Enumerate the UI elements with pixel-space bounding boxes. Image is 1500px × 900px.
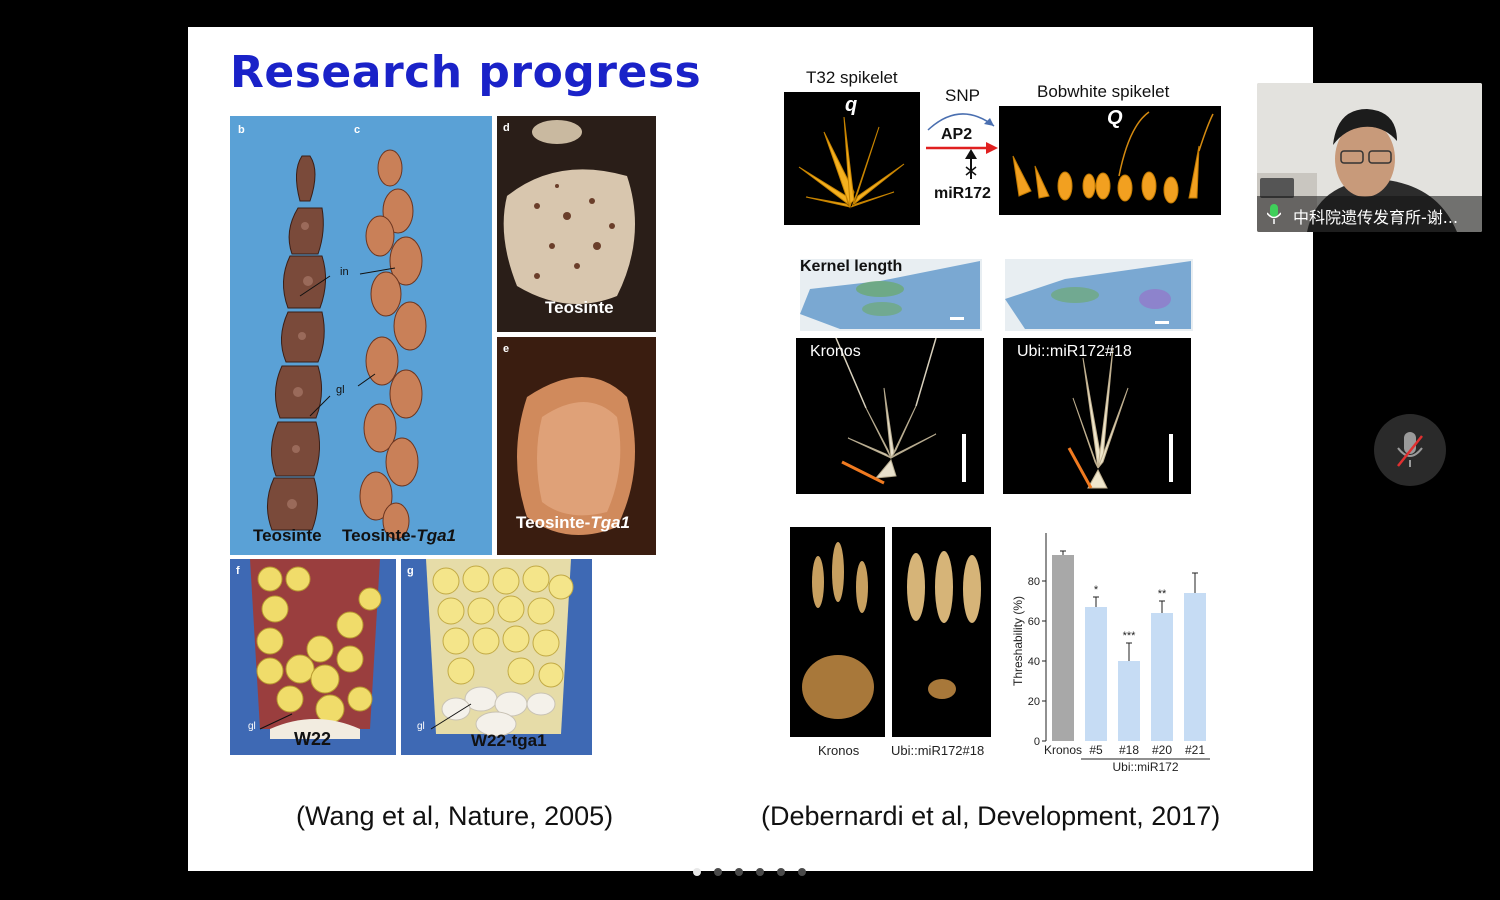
ubi-kernel-micrograph (1005, 259, 1193, 331)
webcam-tile[interactable]: 中科院遗传发育所-谢... (1257, 83, 1482, 232)
annotation-gl-g: gl (417, 721, 425, 732)
snp-label: SNP (945, 86, 980, 105)
kronos-micrograph-illustration (800, 261, 980, 329)
group-label: Ubi::miR172 (1112, 760, 1178, 771)
citation-wang: (Wang et al, Nature, 2005) (296, 801, 614, 831)
snp-arrow-diagram (926, 113, 998, 154)
panel-b-label: b (238, 124, 245, 136)
panel-e-label: e (503, 343, 510, 355)
caption-panel-e: Teosinte-Tga1 (516, 513, 630, 533)
w22-ear-illustration (250, 559, 382, 739)
x-category-label: #21 (1185, 743, 1205, 757)
w22-tga1-ear-illustration (426, 559, 574, 737)
pagination-dot[interactable] (714, 868, 722, 876)
bar (1151, 613, 1173, 741)
bobwhite-spikelet-photo: Q (999, 106, 1221, 215)
pagination-dot[interactable] (798, 868, 806, 876)
w22-ear-panel: f gl W22 (230, 559, 396, 755)
w22-tga1-ear-panel: g gl W22-tga1 (401, 559, 592, 755)
bottom-ubi-label: Ubi::miR172#18 (891, 743, 985, 758)
mute-toggle-button[interactable] (1374, 414, 1446, 486)
caption-w22: W22 (294, 729, 332, 749)
teosinte-tga1-closeup-panel: e Teosinte-Tga1 (497, 337, 656, 555)
significance-label: * (1094, 584, 1099, 596)
ubi-spikelet-photo: Ubi::miR172#18 (1003, 338, 1191, 494)
y-tick-label: 20 (1028, 696, 1040, 708)
y-tick-label: 60 (1028, 616, 1040, 628)
kronos-photo-label: Kronos (810, 343, 861, 360)
caption-teosinte: Teosinte (253, 526, 322, 545)
t32-allele: q (845, 94, 858, 116)
ubi-grain-illustration (907, 551, 981, 699)
kronos-spikelet-illustration (835, 338, 966, 485)
caption-w22-tga1: W22-tga1 (471, 731, 547, 750)
microphone-icon (1267, 204, 1281, 224)
x-category-label: Kronos (1044, 743, 1082, 757)
bottom-kronos-label: Kronos (818, 743, 860, 758)
bar (1085, 607, 1107, 741)
ubi-micrograph-illustration (1005, 261, 1191, 329)
bobwhite-spikelet-label: Bobwhite spikelet (1037, 82, 1170, 101)
teosinte-closeup-illustration (503, 120, 635, 304)
caption-panel-e-gene: Tga1 (590, 513, 630, 532)
ubi-grain-photo (892, 527, 991, 737)
slide-title: Research progress (230, 47, 702, 98)
mir172-label: miR172 (934, 185, 991, 202)
pagination-dot[interactable] (777, 868, 785, 876)
caption-panel-e-prefix: Teosinte- (516, 513, 591, 532)
significance-label: ** (1158, 588, 1167, 600)
pagination-dot[interactable] (735, 868, 743, 876)
caption-teosinte-tga1-gene: Tga1 (416, 526, 456, 545)
annotation-in: in (340, 266, 349, 278)
t32-spikelet-label: T32 spikelet (806, 68, 898, 87)
y-tick-label: 40 (1028, 656, 1040, 668)
citation-debernardi: (Debernardi et al, Development, 2017) (761, 801, 1221, 831)
t32-spikelet-photo: q (784, 92, 920, 225)
panel-d-label: d (503, 122, 510, 134)
x-category-label: #20 (1152, 743, 1172, 757)
mir172-inhibition-arrow (965, 149, 977, 179)
presentation-slide: Research progress (188, 27, 1313, 871)
t32-spikelet-illustration (798, 116, 905, 209)
pagination-dot[interactable] (756, 868, 764, 876)
bar (1052, 555, 1074, 741)
bobwhite-spikelet-illustration (1012, 111, 1214, 204)
x-category-label: #18 (1119, 743, 1139, 757)
microphone-muted-icon (1397, 432, 1423, 467)
y-tick-label: 0 (1034, 736, 1040, 748)
teosinte-ears-panel: b c in gl Teosinte Teosinte-Tga1 (230, 116, 492, 555)
significance-label: *** (1123, 630, 1137, 642)
y-axis-label: Threshability (%) (1011, 596, 1025, 686)
ubi-spikelet-illustration (1067, 347, 1173, 489)
teosinte-closeup-panel: d Teosinte (497, 116, 656, 332)
panel-g-label: g (407, 565, 414, 577)
y-tick-label: 80 (1028, 576, 1040, 588)
x-category-label: #5 (1089, 743, 1103, 757)
bar (1184, 593, 1206, 741)
caption-panel-d: Teosinte (545, 298, 614, 317)
pagination-dot[interactable] (693, 868, 701, 876)
kronos-grain-photo (790, 527, 885, 737)
ubi-photo-label: Ubi::miR172#18 (1017, 343, 1132, 360)
kronos-spikelet-photo: Kronos (796, 338, 984, 494)
teosinte-ears-illustration (267, 149, 427, 540)
bar (1118, 661, 1140, 741)
participant-name: 中科院遗传发育所-谢... (1293, 208, 1459, 227)
panel-c-label: c (354, 124, 361, 136)
caption-teosinte-tga1: Teosinte-Tga1 (342, 526, 456, 546)
annotation-gl: gl (336, 384, 345, 396)
kronos-kernel-micrograph (800, 259, 982, 331)
annotation-gl-f: gl (248, 721, 256, 732)
participant-name-bar: 中科院遗传发育所-谢... (1257, 196, 1482, 232)
kronos-grain-illustration (802, 542, 874, 719)
bobwhite-allele: Q (1107, 107, 1123, 129)
kernel-length-label: Kernel length (800, 258, 903, 275)
caption-teosinte-tga1-prefix: Teosinte- (342, 526, 417, 545)
ap2-label: AP2 (941, 126, 973, 143)
teosinte-tga1-closeup-illustration (517, 377, 635, 535)
panel-f-label: f (236, 565, 240, 577)
